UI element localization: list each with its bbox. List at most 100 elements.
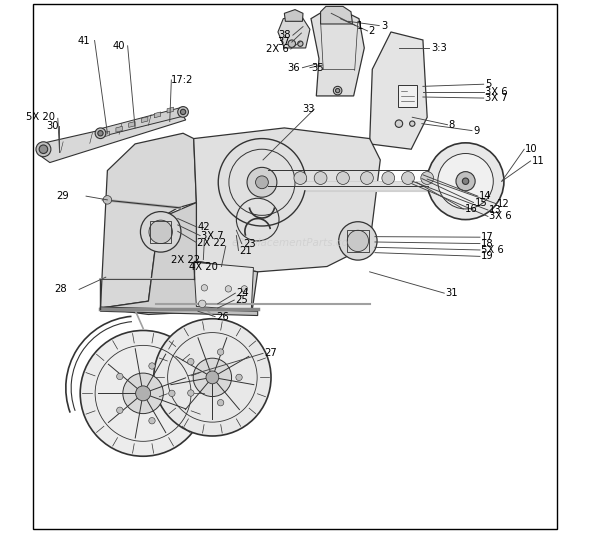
Text: 19: 19 <box>481 252 494 261</box>
Text: 8: 8 <box>448 120 455 130</box>
Text: 5X 6: 5X 6 <box>481 245 504 255</box>
Circle shape <box>247 167 277 197</box>
Text: 36: 36 <box>288 63 300 72</box>
Polygon shape <box>278 16 310 48</box>
Text: 38: 38 <box>278 30 291 40</box>
Circle shape <box>456 172 475 191</box>
Text: 3X 6: 3X 6 <box>489 212 512 221</box>
Text: 21: 21 <box>240 246 253 255</box>
Text: 2X 6: 2X 6 <box>266 44 289 54</box>
Circle shape <box>80 330 206 456</box>
Circle shape <box>336 172 349 184</box>
Text: 26: 26 <box>216 312 229 321</box>
Circle shape <box>463 178 469 184</box>
Circle shape <box>336 88 340 93</box>
Circle shape <box>198 300 206 308</box>
Text: 2X 22: 2X 22 <box>198 238 227 247</box>
Text: 30: 30 <box>46 121 58 131</box>
Polygon shape <box>100 203 258 314</box>
Text: 35: 35 <box>311 63 323 72</box>
Circle shape <box>206 371 219 384</box>
Text: 41: 41 <box>78 36 90 45</box>
Circle shape <box>225 286 231 292</box>
Text: 24: 24 <box>237 288 249 298</box>
Text: 9: 9 <box>473 126 480 135</box>
Circle shape <box>360 172 373 184</box>
Text: 16: 16 <box>464 204 477 214</box>
Text: 3: 3 <box>381 21 387 30</box>
Circle shape <box>103 196 112 204</box>
Circle shape <box>427 143 504 220</box>
Polygon shape <box>398 85 417 107</box>
Circle shape <box>339 222 377 260</box>
Circle shape <box>438 154 493 209</box>
Polygon shape <box>194 128 381 272</box>
Text: 40: 40 <box>113 41 126 51</box>
Circle shape <box>188 390 194 396</box>
Circle shape <box>149 220 172 244</box>
Text: 28: 28 <box>54 285 67 294</box>
Text: 27: 27 <box>264 349 277 358</box>
Text: 3X 6: 3X 6 <box>485 87 507 96</box>
Circle shape <box>95 128 106 139</box>
Circle shape <box>348 230 369 252</box>
Text: 10: 10 <box>525 144 538 154</box>
Polygon shape <box>167 107 173 113</box>
Circle shape <box>36 142 51 157</box>
Text: 2X 22: 2X 22 <box>171 255 200 264</box>
Text: 33: 33 <box>303 104 315 114</box>
Text: 17: 17 <box>481 232 494 242</box>
Text: 3X 7: 3X 7 <box>201 231 224 240</box>
Polygon shape <box>40 112 186 163</box>
Circle shape <box>409 121 415 126</box>
Circle shape <box>218 139 306 226</box>
Text: 4X 20: 4X 20 <box>189 262 218 271</box>
Circle shape <box>136 386 150 401</box>
Circle shape <box>236 374 242 381</box>
Polygon shape <box>129 122 135 127</box>
Polygon shape <box>100 307 258 316</box>
Circle shape <box>117 373 123 379</box>
Polygon shape <box>320 6 353 24</box>
Text: 31: 31 <box>445 288 458 298</box>
Polygon shape <box>369 32 427 149</box>
Circle shape <box>314 172 327 184</box>
Text: 3:3: 3:3 <box>431 43 447 53</box>
Polygon shape <box>194 262 254 310</box>
Circle shape <box>298 41 303 46</box>
Circle shape <box>140 212 181 252</box>
Circle shape <box>178 107 188 117</box>
Circle shape <box>117 407 123 414</box>
Circle shape <box>255 176 268 189</box>
Circle shape <box>169 390 175 397</box>
Circle shape <box>402 172 414 184</box>
Text: 1: 1 <box>357 21 363 30</box>
Polygon shape <box>100 133 196 308</box>
Circle shape <box>294 172 307 184</box>
Text: eReplacementParts.com: eReplacementParts.com <box>231 238 359 247</box>
Circle shape <box>288 40 296 47</box>
Text: 29: 29 <box>56 191 69 201</box>
Circle shape <box>218 349 224 355</box>
Polygon shape <box>98 108 183 138</box>
Circle shape <box>333 86 342 95</box>
Circle shape <box>98 131 103 136</box>
Text: 3X 7: 3X 7 <box>485 93 507 103</box>
Text: 5X 20: 5X 20 <box>26 112 55 122</box>
Text: 12: 12 <box>497 199 510 208</box>
Polygon shape <box>155 112 160 118</box>
Circle shape <box>218 400 224 406</box>
Polygon shape <box>311 11 364 96</box>
Circle shape <box>193 358 231 397</box>
Text: 23: 23 <box>242 239 255 248</box>
Text: 11: 11 <box>532 156 545 166</box>
Polygon shape <box>142 117 148 123</box>
Circle shape <box>39 145 48 154</box>
Circle shape <box>149 417 155 424</box>
Text: 5: 5 <box>485 79 491 89</box>
Circle shape <box>123 373 163 414</box>
Text: 42: 42 <box>198 222 211 232</box>
Text: 37: 37 <box>277 37 290 47</box>
Text: 15: 15 <box>474 198 487 207</box>
Circle shape <box>181 109 186 115</box>
